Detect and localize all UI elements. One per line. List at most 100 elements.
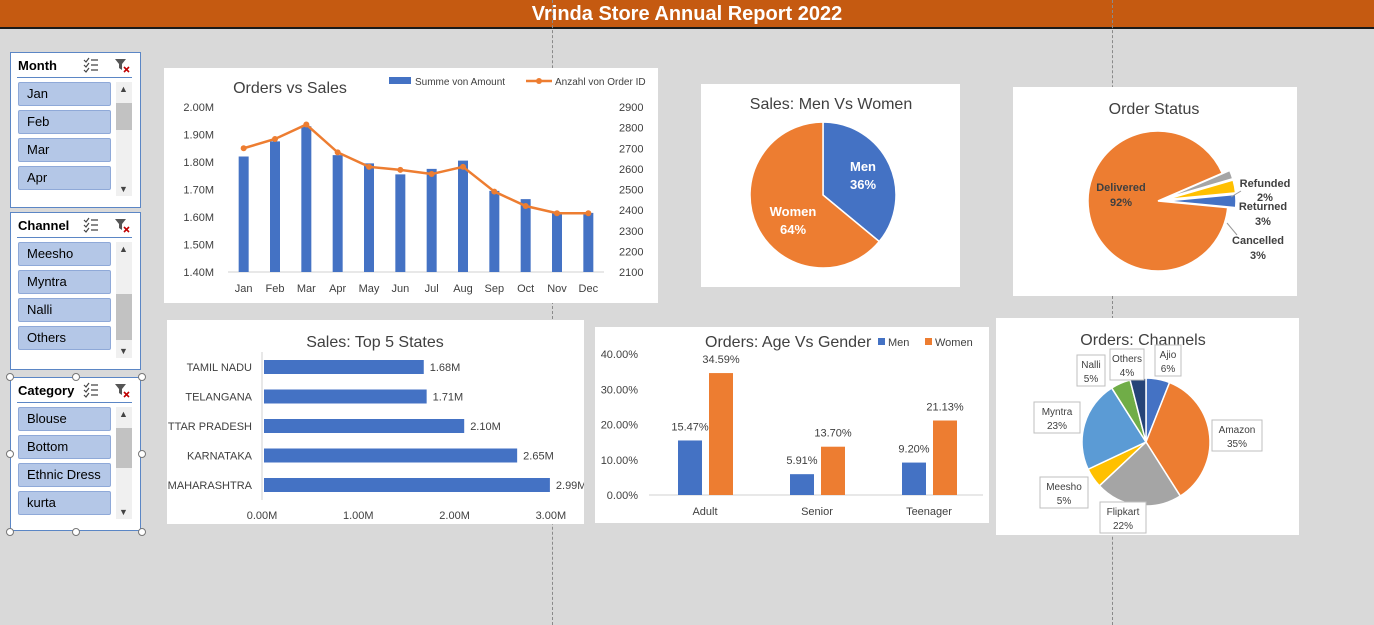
legend-label: Anzahl von Order ID	[555, 77, 646, 88]
scroll-down-icon[interactable]: ▼	[119, 346, 128, 356]
line-point	[334, 149, 341, 156]
slicer-scrollbar[interactable]: ▲ ▼	[116, 407, 132, 519]
pie-slice	[1145, 381, 1211, 498]
slicer-item[interactable]: Blouse	[18, 407, 111, 431]
resize-handle[interactable]	[138, 528, 146, 536]
multi-select-icon[interactable]	[83, 217, 99, 233]
top-5-states-chart[interactable]: Sales: Top 5 States TAMIL NADU 1.68M TELANG…	[160, 320, 586, 524]
bar-state	[264, 419, 465, 433]
callout-box	[1033, 401, 1081, 434]
line-point	[491, 188, 498, 195]
x-tick-label: Nov	[547, 283, 567, 295]
scrollbar-thumb[interactable]	[116, 294, 132, 340]
clear-filter-icon[interactable]	[114, 382, 131, 399]
chart-title: Sales: Top 5 States	[306, 334, 444, 351]
leader-line	[1230, 190, 1242, 198]
page-break-line	[552, 0, 553, 625]
scrollbar-thumb[interactable]	[116, 428, 132, 468]
bar-amount	[552, 212, 562, 272]
resize-handle[interactable]	[138, 450, 146, 458]
slicer-item[interactable]: Myntra	[18, 270, 111, 294]
slicer-item[interactable]: Jan	[18, 82, 111, 106]
scroll-up-icon[interactable]: ▲	[119, 409, 128, 419]
resize-handle[interactable]	[72, 528, 80, 536]
slicer-scrollbar[interactable]: ▲ ▼	[116, 82, 132, 196]
y-tick-label: 10.00%	[601, 455, 639, 467]
bar-value-label: 1.68M	[430, 362, 461, 374]
orders-vs-sales-chart[interactable]: Orders vs Sales Summe von Amount Anzahl vo…	[164, 68, 658, 303]
slicer-item[interactable]: Apr	[18, 166, 111, 190]
orders-channels-chart[interactable]: Orders: Channels Ajio 6% Amazon 35% Flipkart 2…	[996, 318, 1299, 535]
line-point	[240, 145, 247, 152]
slice-label: Nalli	[1081, 360, 1100, 371]
legend-swatch	[878, 338, 885, 345]
callout-box	[1154, 344, 1182, 377]
slicer-separator	[17, 237, 132, 238]
resize-handle[interactable]	[6, 528, 14, 536]
pie-slice	[1165, 169, 1234, 200]
slicer-scrollbar[interactable]: ▲ ▼	[116, 242, 132, 358]
legend-swatch	[536, 78, 542, 84]
bar-women	[821, 446, 845, 495]
clear-filter-icon[interactable]	[114, 57, 131, 74]
line-point	[554, 210, 560, 217]
slicer-item[interactable]: Bottom	[18, 435, 111, 459]
slicer-month[interactable]: Month Jan Feb Mar Apr ▲ ▼	[10, 52, 141, 208]
slice-label: Flipkart	[1107, 507, 1140, 518]
slicer-header: Channel	[11, 213, 140, 239]
scroll-down-icon[interactable]: ▼	[119, 184, 128, 194]
x-tick-label: Jul	[425, 283, 439, 295]
x-tick-label: Oct	[517, 283, 534, 295]
order-status-chart[interactable]: Order Status Delivered 92% Refunded 2% Return…	[1013, 87, 1297, 296]
y-tick-label: MAHARASHTRA	[168, 480, 253, 492]
slice-value: 64%	[780, 222, 806, 237]
slice-value: 22%	[1113, 521, 1133, 532]
slicer-item[interactable]: Feb	[18, 110, 111, 134]
y-right-tick-label: 2700	[619, 143, 643, 155]
callout-box	[1076, 354, 1106, 387]
pie-slice	[822, 121, 897, 243]
clear-filter-icon[interactable]	[114, 217, 131, 234]
scroll-up-icon[interactable]: ▲	[119, 244, 128, 254]
report-title: Vrinda Store Annual Report 2022	[531, 3, 843, 25]
resize-handle[interactable]	[6, 450, 14, 458]
scroll-down-icon[interactable]: ▼	[119, 507, 128, 517]
bar-value-label: 9.20%	[898, 444, 929, 456]
y-right-tick-label: 2200	[619, 246, 643, 258]
legend-label: Women	[935, 337, 973, 349]
slice-value: 3%	[1255, 216, 1271, 228]
chart-title: Orders: Age Vs Gender	[705, 334, 872, 351]
age-vs-gender-chart[interactable]: Orders: Age Vs Gender Men Women 0.00% 10.00%…	[595, 327, 989, 523]
slicer-category[interactable]: Category Blouse Bottom Ethnic Dress kurta ▲ ▼	[10, 377, 141, 531]
multi-select-icon[interactable]	[83, 57, 99, 73]
resize-handle[interactable]	[6, 373, 14, 381]
resize-handle[interactable]	[72, 373, 80, 381]
slice-label: Men	[850, 159, 876, 174]
scroll-up-icon[interactable]: ▲	[119, 84, 128, 94]
resize-handle[interactable]	[138, 373, 146, 381]
x-tick-label: Sep	[485, 283, 505, 295]
bar-state	[264, 448, 518, 463]
slice-value: 2%	[1257, 192, 1273, 204]
line-order-count	[243, 123, 589, 215]
multi-select-icon[interactable]	[83, 382, 99, 398]
chart-title: Order Status	[1109, 101, 1200, 118]
y-right-tick-label: 2400	[619, 205, 643, 217]
bar-amount	[364, 163, 374, 272]
sales-men-vs-women-chart[interactable]: Sales: Men Vs Women Men 36% Women 64%	[701, 84, 960, 287]
slicer-item[interactable]: Mar	[18, 138, 111, 162]
y-right-tick-label: 2900	[619, 102, 643, 114]
slicer-item[interactable]: Others	[18, 326, 111, 350]
slicer-item[interactable]: Meesho	[18, 242, 111, 266]
slicer-channel[interactable]: Channel Meesho Myntra Nalli Others ▲ ▼	[10, 212, 141, 370]
x-tick-label: Teenager	[906, 506, 952, 518]
x-tick-label: Apr	[329, 283, 346, 295]
slicer-item[interactable]: Nalli	[18, 298, 111, 322]
x-tick-label: Adult	[692, 506, 717, 518]
slicer-item[interactable]: Ethnic Dress	[18, 463, 111, 487]
slicer-title: Category	[18, 383, 75, 398]
y-right-tick-label: 2300	[619, 226, 643, 238]
bar-value-label: 21.13%	[926, 402, 964, 414]
scrollbar-thumb[interactable]	[116, 103, 132, 130]
slicer-item[interactable]: kurta	[18, 491, 111, 515]
